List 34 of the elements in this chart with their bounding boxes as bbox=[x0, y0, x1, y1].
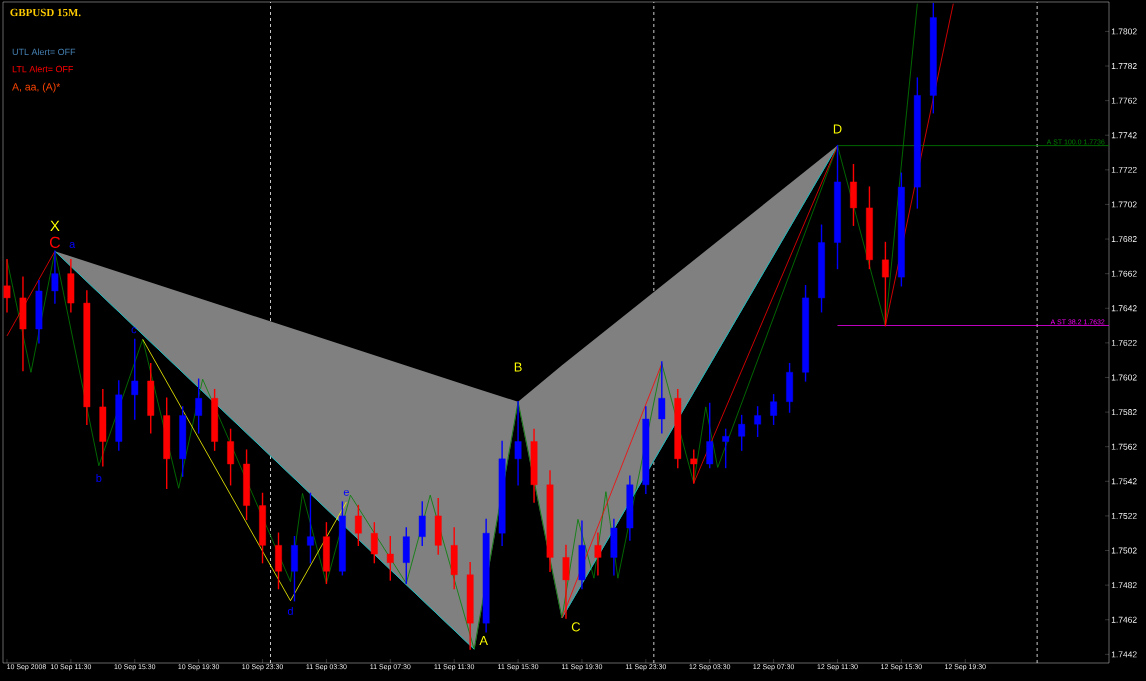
y-tick-label: 1.7742 bbox=[1111, 132, 1137, 139]
y-tick-label: 1.7522 bbox=[1111, 512, 1137, 519]
annotation: X bbox=[50, 220, 60, 231]
y-tick-label: 1.7462 bbox=[1111, 616, 1137, 623]
annotation: A, aa, (A)* bbox=[12, 82, 61, 93]
y-tick-label: 1.7762 bbox=[1111, 97, 1137, 104]
y-tick-label: 1.7642 bbox=[1111, 305, 1137, 312]
annotation: LTL Alert= OFF bbox=[12, 65, 74, 73]
chart-title: GBPUSD 15M. bbox=[10, 8, 81, 17]
annotation: B bbox=[514, 362, 522, 372]
y-tick-label: 1.7702 bbox=[1111, 201, 1137, 208]
annotation: A bbox=[479, 636, 488, 645]
annotation: C bbox=[49, 236, 61, 248]
y-tick-label: 1.7562 bbox=[1111, 443, 1137, 450]
y-tick-label: 1.7802 bbox=[1111, 28, 1137, 35]
y-tick-label: 1.7622 bbox=[1111, 339, 1137, 346]
annotation: c bbox=[131, 327, 137, 334]
annotation: UTL Alert= OFF bbox=[12, 48, 76, 56]
annotation: a bbox=[69, 241, 76, 248]
y-tick-label: 1.7722 bbox=[1111, 166, 1137, 173]
annotation: e bbox=[343, 489, 349, 496]
annotation: d bbox=[287, 606, 293, 615]
y-tick-label: 1.7582 bbox=[1111, 409, 1137, 416]
y-tick-label: 1.7442 bbox=[1111, 651, 1137, 658]
y-tick-label: 1.7682 bbox=[1111, 236, 1137, 243]
y-tick-label: 1.7542 bbox=[1111, 478, 1137, 485]
y-tick-label: 1.7602 bbox=[1111, 374, 1137, 381]
y-tick-label: 1.7662 bbox=[1111, 270, 1137, 277]
annotation: b bbox=[96, 473, 102, 482]
annotation: C bbox=[571, 622, 581, 632]
annotation: D bbox=[833, 124, 842, 134]
y-tick-label: 1.7482 bbox=[1111, 582, 1137, 589]
y-tick-label: 1.7782 bbox=[1111, 63, 1137, 70]
y-tick-label: 1.7502 bbox=[1111, 547, 1137, 554]
